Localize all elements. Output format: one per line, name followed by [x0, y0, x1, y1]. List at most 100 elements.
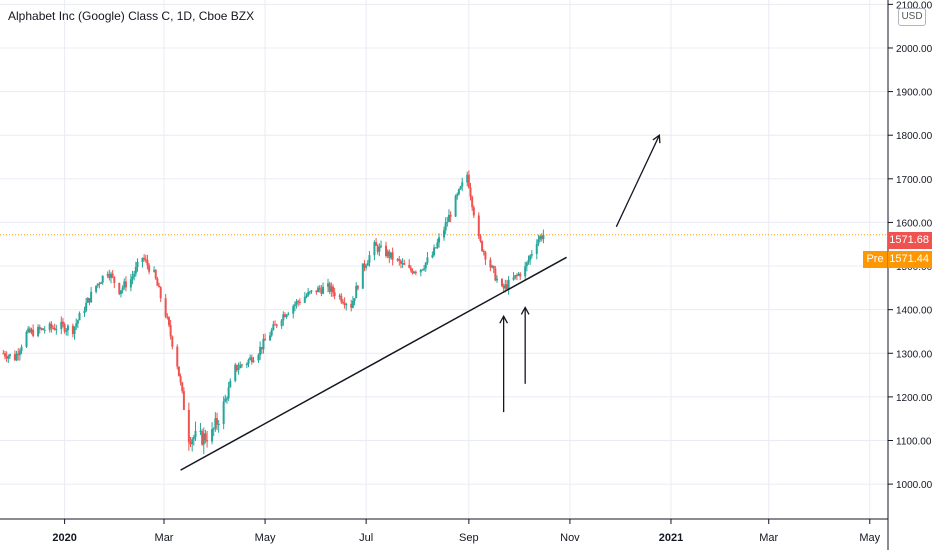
candle-body: [247, 359, 250, 364]
candle-body: [225, 398, 228, 400]
candle-body: [375, 242, 378, 246]
candle-body: [338, 295, 341, 297]
candle-body: [158, 285, 161, 288]
grid-lines: [0, 0, 888, 519]
candle-body: [434, 247, 437, 249]
currency-badge[interactable]: USD: [898, 8, 926, 26]
arrow-up-right-head: [652, 133, 661, 144]
candle-body: [514, 275, 517, 278]
candle-body: [274, 324, 277, 326]
candle-body: [204, 433, 207, 441]
pre-market-price-tag: 1571.44: [888, 251, 932, 268]
arrow-up-1-head: [499, 314, 509, 324]
candle-body: [399, 260, 402, 264]
candle-body: [85, 302, 88, 311]
candle-body: [202, 433, 205, 445]
candle-body: [408, 264, 411, 268]
candle-body: [164, 298, 167, 317]
candle-body: [252, 360, 255, 363]
candle-body: [239, 364, 242, 369]
candle-body: [385, 245, 388, 257]
candle-body: [259, 346, 262, 356]
candle-body: [181, 382, 184, 392]
candle-body: [459, 186, 462, 190]
candle-body: [505, 284, 508, 290]
candle-body: [515, 275, 518, 277]
candle-body: [260, 346, 263, 350]
candle-body: [386, 251, 389, 257]
candle-body: [156, 278, 159, 286]
candle-body: [191, 439, 194, 445]
candle-body: [234, 364, 237, 381]
candle-body: [169, 325, 172, 337]
candle-body: [235, 364, 238, 371]
candle-body: [368, 255, 371, 263]
candle-body: [179, 376, 182, 383]
candle-body: [182, 391, 185, 410]
candle-body: [529, 255, 532, 261]
candle-body: [535, 243, 538, 255]
candle-body: [454, 195, 457, 217]
candle-body: [350, 303, 353, 308]
candle-body: [37, 326, 40, 336]
candle-body: [322, 286, 325, 294]
candle-body: [500, 278, 503, 286]
candle-body: [118, 282, 121, 295]
candle-body: [484, 252, 487, 260]
candle-body: [282, 314, 285, 321]
candle-body: [409, 267, 412, 271]
candle-body: [240, 364, 243, 366]
candle-body: [310, 290, 313, 292]
candle-body: [229, 380, 232, 388]
candle-body: [363, 263, 366, 268]
candle-body: [340, 295, 343, 302]
candle-body: [353, 298, 356, 301]
candle-body: [504, 284, 507, 289]
x-tick-label: May: [255, 532, 276, 544]
candle-body: [424, 262, 427, 269]
candle-body: [283, 314, 286, 318]
x-tick-label: Nov: [560, 532, 580, 544]
candle-body: [494, 268, 497, 281]
candle-body: [171, 336, 174, 347]
candle-body: [167, 317, 170, 326]
candle-body: [43, 329, 46, 331]
candle-body: [214, 418, 217, 429]
candle-body: [20, 346, 23, 351]
candle-body: [332, 286, 334, 293]
candle-body: [517, 273, 520, 276]
candle-body: [419, 269, 422, 273]
arrow-up-2-head: [520, 306, 530, 315]
candle-body: [110, 273, 112, 278]
candle-body: [7, 355, 10, 359]
candle-body: [433, 247, 436, 256]
candle-body: [73, 326, 76, 335]
candle-body: [378, 246, 381, 252]
candle-body: [449, 214, 452, 217]
candle-body: [328, 283, 331, 292]
candle-body: [285, 314, 288, 318]
candle-body: [154, 270, 157, 279]
x-tick-label: May: [859, 532, 880, 544]
candle-body: [38, 326, 41, 330]
candle-body: [320, 289, 323, 294]
candle-body: [216, 418, 219, 425]
candle-body: [469, 187, 472, 197]
candle-body: [292, 306, 295, 314]
y-tick-label: 1600.00: [896, 218, 932, 229]
candle-body: [512, 277, 515, 280]
candle-body: [492, 265, 495, 269]
candle-body: [113, 276, 116, 283]
candle-body: [477, 215, 480, 237]
candle-body: [78, 313, 81, 321]
candle-body: [471, 196, 474, 208]
candle-body: [42, 328, 45, 330]
candle-body: [40, 328, 43, 330]
candle-body: [71, 325, 74, 335]
candle-body: [53, 327, 56, 330]
annotations: [180, 133, 661, 471]
candle-body: [159, 287, 162, 299]
candle-body: [148, 265, 151, 272]
candle-body: [27, 328, 30, 332]
